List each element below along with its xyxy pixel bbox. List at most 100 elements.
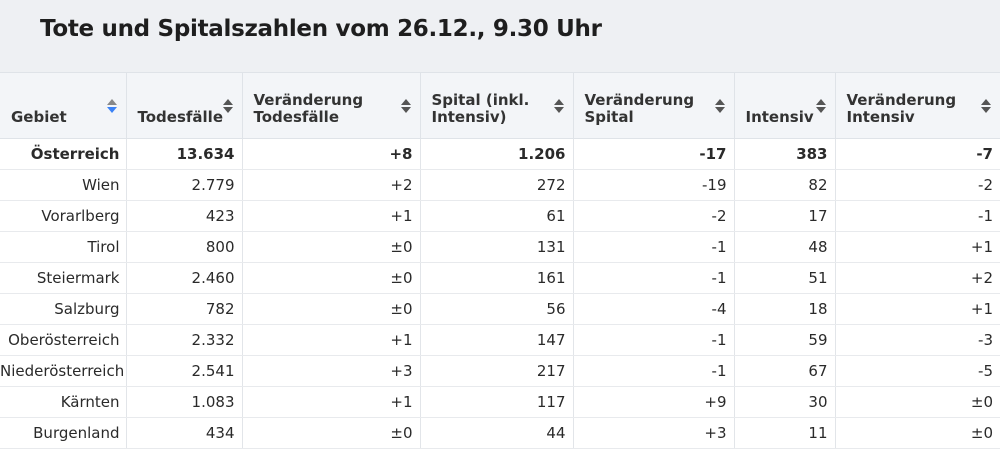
cell-veränderung-spital: -1 <box>572 355 734 387</box>
cell-todesfälle: 13.634 <box>125 138 242 170</box>
column-header-veränderung-intensiv[interactable]: Veränderung Intensiv <box>834 72 1000 139</box>
table-row: Oberösterreich 2.332 +1 147 -1 59 -3 <box>0 324 1000 356</box>
cell-region: Niederösterreich <box>0 355 126 387</box>
cell-region: Oberösterreich <box>0 324 126 356</box>
sort-icon[interactable] <box>400 99 411 113</box>
cell-veränderung-todesfälle: +2 <box>241 169 420 201</box>
cell-todesfälle: 2.541 <box>125 355 242 387</box>
sort-icon[interactable] <box>106 99 117 113</box>
cell-region: Steiermark <box>0 262 126 294</box>
cell-veränderung-spital: -2 <box>572 200 734 232</box>
cell-spital-inkl-intensiv: 1.206 <box>419 138 573 170</box>
sort-descending-icon <box>400 107 411 113</box>
cell-veränderung-intensiv: -3 <box>834 324 1000 356</box>
cell-intensiv: 48 <box>733 231 835 263</box>
sort-ascending-icon <box>815 99 826 105</box>
column-header-intensiv[interactable]: Intensiv <box>733 72 835 139</box>
cell-todesfälle: 782 <box>125 293 242 325</box>
cell-region: Salzburg <box>0 293 126 325</box>
column-header-gebiet[interactable]: Gebiet <box>0 72 126 139</box>
cell-region: Vorarlberg <box>0 200 126 232</box>
cell-veränderung-spital: -1 <box>572 262 734 294</box>
cell-veränderung-todesfälle: ±0 <box>241 262 420 294</box>
sort-icon[interactable] <box>553 99 564 113</box>
cell-spital-inkl-intensiv: 217 <box>419 355 573 387</box>
table-body: Österreich 13.634 +8 1.206 -17 383 -7 Wien 2.779… <box>0 138 1000 449</box>
cell-spital-inkl-intensiv: 117 <box>419 386 573 418</box>
table-header: Gebiet Todesfälle Veränderung Todesfälle Sp… <box>0 72 1000 139</box>
cell-veränderung-todesfälle: +1 <box>241 200 420 232</box>
cell-veränderung-spital: -19 <box>572 169 734 201</box>
column-header-label: Veränderung Intensiv <box>846 91 957 126</box>
cell-intensiv: 51 <box>733 262 835 294</box>
cell-todesfälle: 2.779 <box>125 169 242 201</box>
page-title: Tote und Spitalszahlen vom 26.12., 9.30 … <box>40 16 602 42</box>
sort-icon[interactable] <box>222 99 233 113</box>
cell-veränderung-spital: +9 <box>572 386 734 418</box>
table-row: Wien 2.779 +2 272 -19 82 -2 <box>0 169 1000 201</box>
header-row: Gebiet Todesfälle Veränderung Todesfälle Sp… <box>0 72 1000 139</box>
sort-ascending-icon <box>400 99 411 105</box>
cell-spital-inkl-intensiv: 131 <box>419 231 573 263</box>
table-row: Steiermark 2.460 ±0 161 -1 51 +2 <box>0 262 1000 294</box>
sort-icon[interactable] <box>714 99 725 113</box>
sort-descending-icon <box>815 107 826 113</box>
cell-todesfälle: 2.332 <box>125 324 242 356</box>
cell-intensiv: 17 <box>733 200 835 232</box>
sort-descending-icon <box>553 107 564 113</box>
table-row: Salzburg 782 ±0 56 -4 18 +1 <box>0 293 1000 325</box>
cell-veränderung-spital: -4 <box>572 293 734 325</box>
column-header-label: Spital (inkl. Intensiv) <box>431 91 530 126</box>
table-row: Kärnten 1.083 +1 117 +9 30 ±0 <box>0 386 1000 418</box>
sort-ascending-icon <box>106 99 117 105</box>
cell-spital-inkl-intensiv: 147 <box>419 324 573 356</box>
cell-veränderung-todesfälle: +1 <box>241 386 420 418</box>
table-row: Vorarlberg 423 +1 61 -2 17 -1 <box>0 200 1000 232</box>
cell-veränderung-todesfälle: +8 <box>241 138 420 170</box>
title-bar: Tote und Spitalszahlen vom 26.12., 9.30 … <box>0 0 1000 72</box>
table-row: Niederösterreich 2.541 +3 217 -1 67 -5 <box>0 355 1000 387</box>
cell-veränderung-intensiv: -1 <box>834 200 1000 232</box>
column-header-veränderung-todesfälle[interactable]: Veränderung Todesfälle <box>241 72 420 139</box>
column-header-label: Intensiv <box>745 108 814 126</box>
sort-ascending-icon <box>714 99 725 105</box>
cell-region: Österreich <box>0 138 126 170</box>
cell-veränderung-todesfälle: +3 <box>241 355 420 387</box>
cell-region: Kärnten <box>0 386 126 418</box>
sort-descending-icon <box>714 107 725 113</box>
cell-todesfälle: 423 <box>125 200 242 232</box>
table-row: Österreich 13.634 +8 1.206 -17 383 -7 <box>0 138 1000 170</box>
cell-region: Tirol <box>0 231 126 263</box>
cell-veränderung-todesfälle: ±0 <box>241 231 420 263</box>
cell-spital-inkl-intensiv: 161 <box>419 262 573 294</box>
cell-intensiv: 82 <box>733 169 835 201</box>
cell-veränderung-intensiv: +1 <box>834 231 1000 263</box>
column-header-label: Gebiet <box>11 108 67 126</box>
column-header-label: Todesfälle <box>137 108 224 126</box>
column-header-label: Veränderung Spital <box>584 91 695 126</box>
cell-veränderung-intensiv: +1 <box>834 293 1000 325</box>
column-header-veränderung-spital[interactable]: Veränderung Spital <box>572 72 734 139</box>
column-header-label: Veränderung Todesfälle <box>253 91 364 126</box>
cell-intensiv: 67 <box>733 355 835 387</box>
cell-veränderung-spital: -1 <box>572 231 734 263</box>
cell-veränderung-todesfälle: ±0 <box>241 293 420 325</box>
sort-ascending-icon <box>222 99 233 105</box>
cell-veränderung-intensiv: -2 <box>834 169 1000 201</box>
cell-spital-inkl-intensiv: 56 <box>419 293 573 325</box>
sort-icon[interactable] <box>815 99 826 113</box>
cell-todesfälle: 2.460 <box>125 262 242 294</box>
column-header-spital-inkl-intensiv[interactable]: Spital (inkl. Intensiv) <box>419 72 573 139</box>
cell-todesfälle: 800 <box>125 231 242 263</box>
cell-spital-inkl-intensiv: 61 <box>419 200 573 232</box>
cell-intensiv: 30 <box>733 386 835 418</box>
sort-icon[interactable] <box>981 99 991 113</box>
cell-veränderung-spital: -17 <box>572 138 734 170</box>
sort-descending-icon <box>981 107 991 113</box>
cell-veränderung-intensiv: +2 <box>834 262 1000 294</box>
cell-region: Wien <box>0 169 126 201</box>
cell-veränderung-todesfälle: +1 <box>241 324 420 356</box>
sort-ascending-icon <box>981 99 991 105</box>
column-header-todesfälle[interactable]: Todesfälle <box>125 72 242 139</box>
cell-veränderung-intensiv: -7 <box>834 138 1000 170</box>
